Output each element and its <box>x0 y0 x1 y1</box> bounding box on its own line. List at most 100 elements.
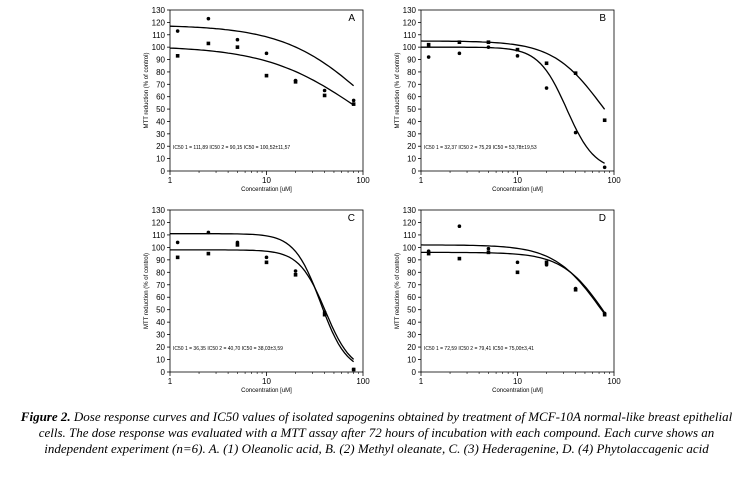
panel-c-y-tick-label: 50 <box>156 306 165 315</box>
panel-d-y-tick-label: 110 <box>403 231 416 240</box>
panel-a-y-axis-label: MTT reduction (% of control) <box>144 53 150 129</box>
panel-a-data-point-circle <box>351 98 356 103</box>
panel-b-y-tick-label: 0 <box>412 167 417 176</box>
panel-b-x-tick-label: 100 <box>607 176 621 185</box>
panel-c-y-tick-label: 110 <box>152 231 165 240</box>
panel-a-y-tick-label: 70 <box>156 80 165 89</box>
panel-d-y-tick-label: 20 <box>407 343 416 352</box>
panel-a-data-point-circle <box>322 88 327 93</box>
panel-c-data-point-square <box>175 255 180 260</box>
panel-c-ic50-annotation: IC50 1 = 36,35 IC50 2 = 40,70 IC50 = 38,… <box>173 346 283 352</box>
panel-c-y-tick-label: 0 <box>161 368 166 377</box>
panel-a-y-tick-label: 50 <box>156 105 165 114</box>
panel-b-y-tick-label: 50 <box>407 105 416 114</box>
panel-b-data-point-circle <box>602 165 607 170</box>
panel-a-y-tick-label: 30 <box>156 130 165 139</box>
panel-d-y-axis-label: MTT reduction (% of control) <box>395 253 401 329</box>
panel-d-y-tick-label: 100 <box>403 243 417 252</box>
panel-a-y-tick-label: 60 <box>156 93 165 102</box>
panel-a-y-tick-label: 130 <box>152 6 166 15</box>
caption-label: Figure 2. <box>20 409 71 424</box>
panel-c-y-tick-label: 10 <box>156 356 165 365</box>
panel-d-y-tick-label: 50 <box>407 306 416 315</box>
panel-a-y-tick-label: 80 <box>156 68 165 77</box>
panel-a-data-point-square <box>264 73 269 78</box>
panel-b-data-point-circle <box>515 54 520 58</box>
panel-a-data-point-circle <box>175 29 180 33</box>
panel-a-y-tick-label: 20 <box>156 142 165 151</box>
panel-a-data-point-square <box>175 54 180 58</box>
panel-a-data-point-circle <box>264 51 269 56</box>
panel-b-y-tick-label: 40 <box>407 117 416 126</box>
panel-a-data-point-square <box>206 41 211 46</box>
panel-d-ic50-annotation: IC50 1 = 72,59 IC50 2 = 79,41 IC50 = 75,… <box>424 346 534 352</box>
panel-b-data-point-circle <box>457 51 462 56</box>
panel-d-y-tick-label: 60 <box>407 293 416 302</box>
panel-c-x-axis-label: Concentration [uM] <box>241 388 292 394</box>
panel-b-data-point-circle <box>486 45 491 49</box>
panel-b-fit-curve-2 <box>420 40 606 110</box>
panel-d-x-axis-label: Concentration [uM] <box>492 388 543 394</box>
panel-d-data-point-circle <box>486 246 491 251</box>
panel-c-data-point-square <box>235 243 240 247</box>
panel-c-data-point-square <box>351 367 356 372</box>
panel-b-y-tick-label: 130 <box>403 6 417 15</box>
panel-b-y-tick-label: 100 <box>403 43 417 52</box>
panel-a-fit-curve-2 <box>169 47 354 106</box>
panel-d-x-tick-label: 10 <box>513 377 522 386</box>
panel-b-data-point-circle <box>573 130 578 135</box>
panel-a-y-tick-label: 90 <box>156 56 165 65</box>
panel-d-data-point-square <box>486 250 491 255</box>
panel-b-data-point-square <box>573 71 578 75</box>
panel-c-x-tick-label: 100 <box>356 377 370 386</box>
panel-a-y-tick-label: 0 <box>161 167 166 176</box>
panel-a-x-tick-label: 1 <box>168 176 173 185</box>
panel-d-data-point-square <box>515 270 520 275</box>
panel-c-y-tick-label: 100 <box>152 243 166 252</box>
panel-d-y-tick-label: 120 <box>403 218 417 227</box>
panel-d-y-tick-label: 0 <box>412 368 417 377</box>
panel-c-fit-curve-2 <box>170 249 355 360</box>
panel-a-x-tick-label: 100 <box>356 176 370 185</box>
panel-c-data-point-square <box>322 312 327 317</box>
panel-a-y-tick-label: 110 <box>152 31 165 40</box>
panel-a-data-point-circle <box>206 16 211 21</box>
panel-b-x-axis-label: Concentration [uM] <box>492 187 543 193</box>
panel-b-data-point-square <box>602 118 607 123</box>
panel-c-data-point-circle <box>293 269 298 273</box>
panel-d-y-tick-label: 40 <box>407 318 416 327</box>
panel-a-data-point-square <box>293 80 298 84</box>
panel-c-data-point-circle <box>264 255 269 260</box>
panel-c-y-tick-label: 120 <box>152 218 166 227</box>
panel-c-y-tick-label: 20 <box>156 343 165 352</box>
panel-a-y-tick-label: 40 <box>156 117 165 126</box>
panel-d-data-point-square <box>544 260 549 265</box>
panel-a-data-point-square <box>235 45 240 49</box>
panel-b-data-point-square <box>544 61 549 66</box>
panel-d-x-tick-label: 1 <box>419 377 424 386</box>
panel-d-data-point-square <box>573 287 578 292</box>
panel-c-y-tick-label: 130 <box>152 206 166 215</box>
panel-c-y-tick-label: 70 <box>156 281 165 290</box>
panel-b-y-tick-label: 30 <box>407 130 416 139</box>
panel-a-data-point-circle <box>235 37 240 42</box>
panel-a-fit-curve-1 <box>169 25 355 87</box>
panel-b-x-tick-label: 10 <box>513 176 522 185</box>
panel-b-letter: B <box>599 13 606 24</box>
panel-a-y-tick-label: 10 <box>156 155 165 164</box>
panel-c-data-point-square <box>293 273 298 277</box>
panel-b-y-tick-label: 70 <box>407 80 416 89</box>
panel-c-x-tick-label: 1 <box>168 377 173 386</box>
panel-d-y-tick-label: 30 <box>407 331 416 340</box>
panel-d-data-point-square <box>602 312 607 317</box>
panel-c-x-tick-label: 10 <box>262 377 271 386</box>
panel-a-y-tick-label: 120 <box>152 18 166 27</box>
panel-a-data-point-square <box>322 93 327 98</box>
panel-b-y-tick-label: 10 <box>407 155 416 164</box>
panel-b-y-tick-label: 90 <box>407 56 416 65</box>
panel-b-data-point-circle <box>544 86 549 90</box>
panel-a-data-point-square <box>351 102 356 106</box>
